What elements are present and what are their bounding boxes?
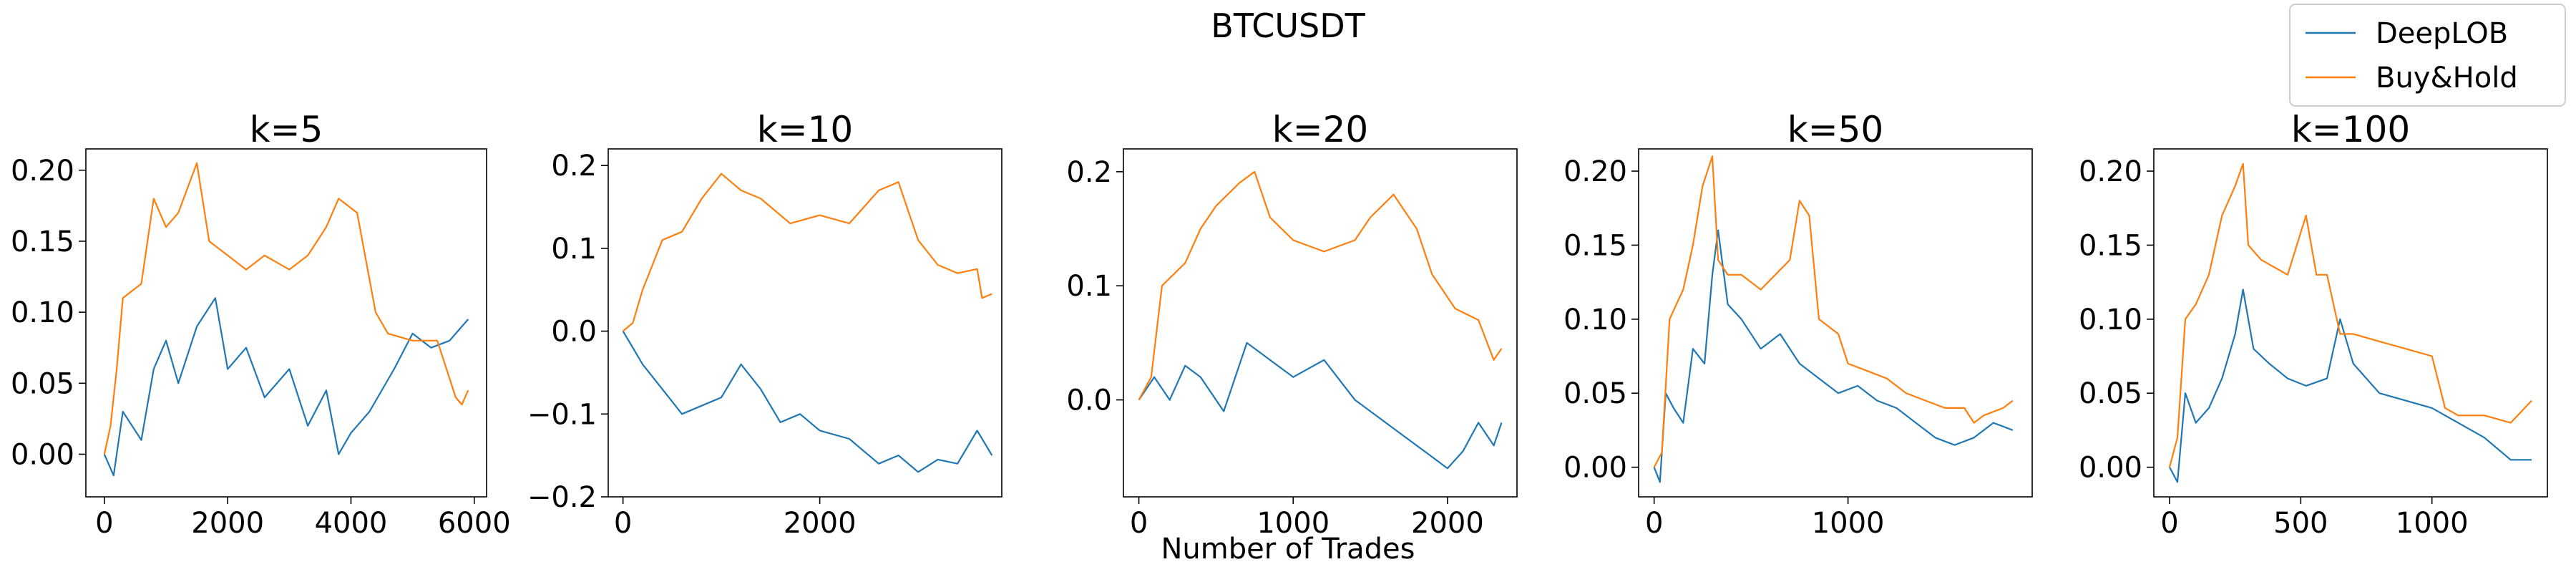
x-tick-label: 4000 [315,507,388,540]
series-line-buyhold [103,162,469,455]
series-line-deeplob [1653,229,2014,483]
figure-title: BTCUSDT [1211,6,1365,45]
x-tick-label: 0 [1130,507,1148,540]
legend: DeepLOB Buy&Hold [2289,4,2566,107]
x-tick-label: 0 [1645,507,1663,540]
x-tick-label: 0 [95,507,113,540]
x-tick-label: 2000 [1411,507,1484,540]
y-tick-label: 0.05 [2079,377,2142,410]
subplot-title: k=10 [757,109,853,150]
series-line-buyhold [1138,170,1503,401]
subplot-panels: k=50 2000 4000 60000.000.050.100.150.20k=10… [11,109,2548,540]
series-line-deeplob [1138,341,1503,470]
y-tick-label: 0.1 [551,233,597,266]
y-tick-label: 0.00 [1563,452,1627,485]
subplot-title: k=20 [1272,109,1368,150]
x-tick-label: 500 [2273,507,2328,540]
series-line-deeplob [103,297,469,477]
y-tick-label: 0.00 [11,438,74,471]
axes-frame [2153,148,2548,498]
subplot-1: k=5 0 2000 4000 6000 0.00 0.05 0.10 0.15 0.20 [11,109,511,540]
legend-label-deeplob: DeepLOB [2376,17,2508,50]
subplot-4: k=50 0 1000 0.00 0.05 0.10 0.15 0.20 [1563,109,2033,540]
x-tick-label: 6000 [438,507,511,540]
series-line-deeplob [2169,289,2532,483]
x-tick-label: 1000 [1812,507,1885,540]
subplot-5: k=100 0 500 1000 0.00 0.05 0.10 0.15 0.20 [2079,109,2548,540]
y-tick-label: 0.05 [1563,377,1627,410]
y-tick-label: 0.20 [2079,155,2142,188]
y-tick-label: 0.2 [1066,156,1112,189]
x-tick-label: 1000 [1257,507,1330,540]
subplot-title: k=100 [2291,109,2410,150]
series-line-deeplob [622,331,993,473]
y-tick-label: −0.2 [527,481,597,514]
x-tick-label: 0 [614,507,632,540]
x-tick-label: 1000 [2396,507,2469,540]
y-tick-label: 0.0 [551,316,597,349]
y-tick-label: 0.15 [11,226,74,258]
y-tick-label: 0.05 [11,367,74,400]
y-tick-label: 0.10 [11,296,74,329]
subplot-title: k=5 [250,109,323,150]
y-tick-label: 0.10 [2079,304,2142,336]
y-tick-label: 0.0 [1066,384,1112,417]
axes-frame [1638,148,2033,498]
series-line-buyhold [622,173,992,332]
series-line-buyhold [2168,163,2532,467]
y-tick-label: 0.00 [2079,452,2142,485]
y-tick-label: 0.10 [1563,304,1627,336]
subplot-3: k=20 0 1000 2000 0.0 0.1 0.2 [1066,109,1518,540]
y-tick-label: 0.20 [1563,155,1627,188]
y-tick-label: 0.1 [1066,270,1112,303]
x-tick-label: 2000 [784,507,857,540]
subplot-title: k=50 [1787,109,1883,150]
legend-label-buyhold: Buy&Hold [2376,62,2518,94]
series-line-buyhold [1653,155,2014,468]
y-tick-label: 0.2 [551,150,597,183]
y-tick-label: 0.15 [1563,229,1627,262]
legend-frame [2289,4,2566,107]
subplot-2: k=10 0 2000 −0.2 −0.1 0.0 0.1 0.2 [527,109,1002,540]
y-tick-label: 0.20 [11,155,74,188]
y-tick-label: −0.1 [527,398,597,431]
axes-frame [85,148,487,498]
x-tick-label: 2000 [191,507,264,540]
x-tick-label: 0 [2160,507,2178,540]
axes-frame [1123,148,1518,498]
y-tick-label: 0.15 [2079,229,2142,262]
x-axis-label: Number of Trades [1161,533,1415,566]
axes-frame [608,148,1002,498]
